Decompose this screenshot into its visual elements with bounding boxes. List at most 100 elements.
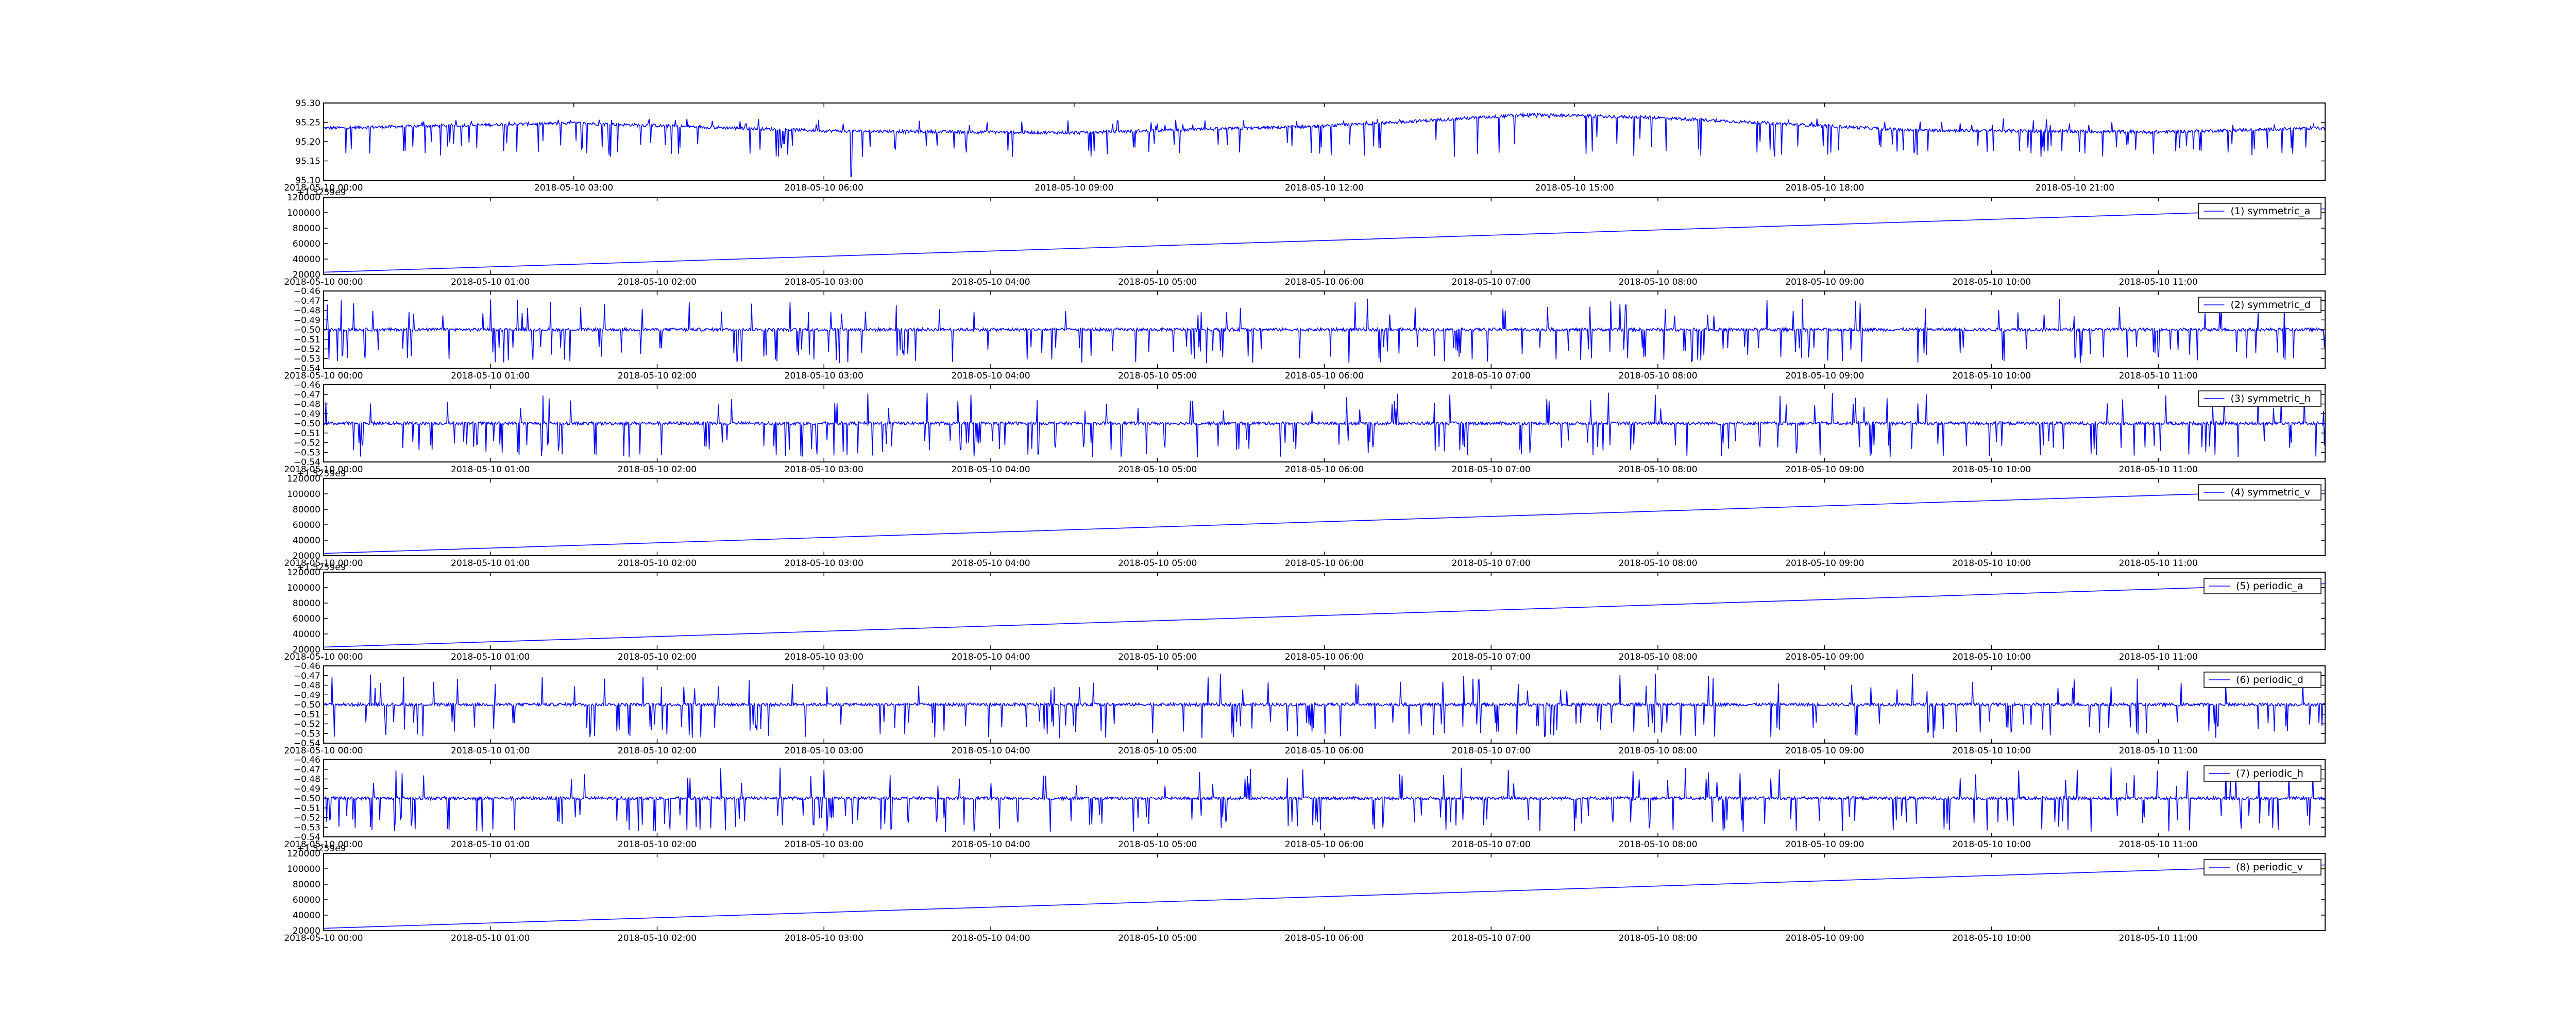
legend-label: (6) periodic_d xyxy=(2236,674,2303,685)
y-tick-label: 120000 xyxy=(287,474,320,484)
axes-frame xyxy=(323,572,2326,650)
x-tick-label: 2018-05-10 02:00 xyxy=(618,465,697,475)
x-tick-label: 2018-05-10 11:00 xyxy=(2119,465,2198,475)
x-tick-label: 2018-05-10 06:00 xyxy=(1285,371,1364,381)
y-tick-label: −0.53 xyxy=(294,822,320,833)
x-tick-label: 2018-05-10 06:00 xyxy=(1285,746,1364,756)
y-tick-label: −0.48 xyxy=(294,400,320,410)
x-tick-label: 2018-05-10 00:00 xyxy=(284,465,363,475)
y-tick-label: 100000 xyxy=(287,864,320,874)
x-tick-label: 2018-05-10 07:00 xyxy=(1452,839,1531,850)
y-tick-label: 20000 xyxy=(293,645,320,655)
y-tick-label: −0.54 xyxy=(294,832,320,843)
axes-frame xyxy=(323,384,2326,462)
series-line xyxy=(324,674,2325,739)
x-tick-label: 2018-05-10 00:00 xyxy=(284,558,363,569)
x-tick-label: 2018-05-10 10:00 xyxy=(1952,465,2031,475)
x-tick-label: 2018-05-10 11:00 xyxy=(2119,558,2198,569)
x-tick-label: 2018-05-10 05:00 xyxy=(1118,371,1197,381)
series-line xyxy=(324,112,2325,177)
subplot-5: 20000 40000 60000 80000 100000 120000 2018-05-… xyxy=(284,469,2326,569)
legend-label: (3) symmetric_h xyxy=(2231,393,2311,404)
y-tick-label: −0.54 xyxy=(294,457,320,468)
x-tick-label: 2018-05-10 10:00 xyxy=(1952,277,2031,287)
x-tick-label: 2018-05-10 12:00 xyxy=(1285,183,1364,193)
y-tick-label: 40000 xyxy=(293,254,320,265)
x-tick-label: 2018-05-10 07:00 xyxy=(1452,465,1531,475)
axes-frame xyxy=(323,197,2326,275)
x-tick-label: 2018-05-10 09:00 xyxy=(1785,839,1864,850)
legend-label: (5) periodic_a xyxy=(2236,580,2303,592)
y-tick-label: 100000 xyxy=(287,583,320,593)
axes-frame xyxy=(323,853,2326,931)
x-tick-label: 2018-05-10 06:00 xyxy=(1285,558,1364,569)
y-tick-label: −0.53 xyxy=(294,354,320,364)
axes-frame xyxy=(323,478,2326,556)
x-tick-label: 2018-05-10 04:00 xyxy=(951,839,1030,850)
y-tick-label: −0.51 xyxy=(294,710,320,720)
x-tick-label: 2018-05-10 11:00 xyxy=(2119,652,2198,662)
x-tick-label: 2018-05-10 01:00 xyxy=(451,839,530,850)
y-tick-label: 20000 xyxy=(293,926,320,936)
y-tick-label: −0.50 xyxy=(294,700,320,710)
y-tick-label: −0.49 xyxy=(294,409,320,419)
y-tick-label: −0.53 xyxy=(294,729,320,739)
x-tick-label: 2018-05-10 06:00 xyxy=(1285,933,1364,943)
x-tick-label: 2018-05-10 02:00 xyxy=(618,558,697,569)
y-tick-label: −0.52 xyxy=(294,719,320,730)
y-tick-label: 100000 xyxy=(287,208,320,218)
x-tick-label: 2018-05-10 01:00 xyxy=(451,465,530,475)
subplot-9: 20000 40000 60000 80000 100000 120000 2018-05-… xyxy=(284,844,2326,943)
subplot-7: −0.54−0.53−0.52−0.51−0.50−0.49−0.48−0.47… xyxy=(284,661,2326,756)
x-tick-label: 2018-05-10 04:00 xyxy=(951,746,1030,756)
y-tick-label: −0.51 xyxy=(294,803,320,814)
y-tick-label: 95.30 xyxy=(295,98,320,109)
y-tick-label: 80000 xyxy=(293,598,320,609)
x-tick-label: 2018-05-10 05:00 xyxy=(1118,465,1197,475)
y-tick-label: 60000 xyxy=(293,520,320,530)
x-tick-label: 2018-05-10 01:00 xyxy=(451,371,530,381)
x-tick-label: 2018-05-10 11:00 xyxy=(2119,933,2198,943)
x-tick-label: 2018-05-10 10:00 xyxy=(1952,558,2031,569)
x-tick-label: 2018-05-10 09:00 xyxy=(1785,465,1864,475)
x-tick-label: 2018-05-10 08:00 xyxy=(1618,933,1697,943)
y-tick-label: −0.50 xyxy=(294,419,320,429)
y-tick-label: 20000 xyxy=(293,551,320,561)
x-tick-label: 2018-05-10 06:00 xyxy=(1285,277,1364,287)
x-tick-label: 2018-05-10 03:00 xyxy=(785,933,863,943)
subplot-6: 20000 40000 60000 80000 100000 120000 2018-05-… xyxy=(284,562,2326,662)
x-tick-label: 2018-05-10 01:00 xyxy=(451,277,530,287)
x-tick-label: 2018-05-10 02:00 xyxy=(618,652,697,662)
x-tick-label: 2018-05-10 08:00 xyxy=(1618,558,1697,569)
x-tick-label: 2018-05-10 03:00 xyxy=(785,371,863,381)
y-tick-label: −0.54 xyxy=(294,739,320,749)
y-tick-label: 60000 xyxy=(293,239,320,249)
x-tick-label: 2018-05-10 00:00 xyxy=(284,746,363,756)
x-tick-label: 2018-05-10 00:00 xyxy=(284,652,363,662)
y-tick-label: −0.47 xyxy=(294,671,320,681)
x-tick-label: 2018-05-10 09:00 xyxy=(1785,652,1864,662)
y-tick-label: −0.52 xyxy=(294,438,320,449)
x-tick-label: 2018-05-10 10:00 xyxy=(1952,933,2031,943)
y-tick-label: −0.54 xyxy=(294,364,320,374)
x-tick-label: 2018-05-10 09:00 xyxy=(1035,183,1113,193)
y-tick-label: −0.47 xyxy=(294,296,320,306)
y-tick-label: −0.46 xyxy=(294,286,320,297)
subplot-8: −0.54−0.53−0.52−0.51−0.50−0.49−0.48−0.47… xyxy=(284,755,2326,850)
legend-label: (2) symmetric_d xyxy=(2231,299,2311,311)
x-tick-label: 2018-05-10 05:00 xyxy=(1118,277,1197,287)
series-line xyxy=(324,864,2325,929)
y-tick-label: 20000 xyxy=(293,270,320,280)
x-tick-label: 2018-05-10 00:00 xyxy=(284,183,363,193)
x-tick-label: 2018-05-10 10:00 xyxy=(1952,839,2031,850)
x-tick-label: 2018-05-10 05:00 xyxy=(1118,839,1197,850)
x-tick-label: 2018-05-10 09:00 xyxy=(1785,371,1864,381)
x-tick-label: 2018-05-10 11:00 xyxy=(2119,839,2198,850)
x-tick-label: 2018-05-10 04:00 xyxy=(951,652,1030,662)
x-tick-label: 2018-05-10 03:00 xyxy=(785,277,863,287)
subplot-4: −0.54−0.53−0.52−0.51−0.50−0.49−0.48−0.47… xyxy=(284,380,2326,475)
x-tick-label: 2018-05-10 02:00 xyxy=(618,746,697,756)
y-tick-label: 80000 xyxy=(293,505,320,515)
x-tick-label: 2018-05-10 03:00 xyxy=(785,839,863,850)
